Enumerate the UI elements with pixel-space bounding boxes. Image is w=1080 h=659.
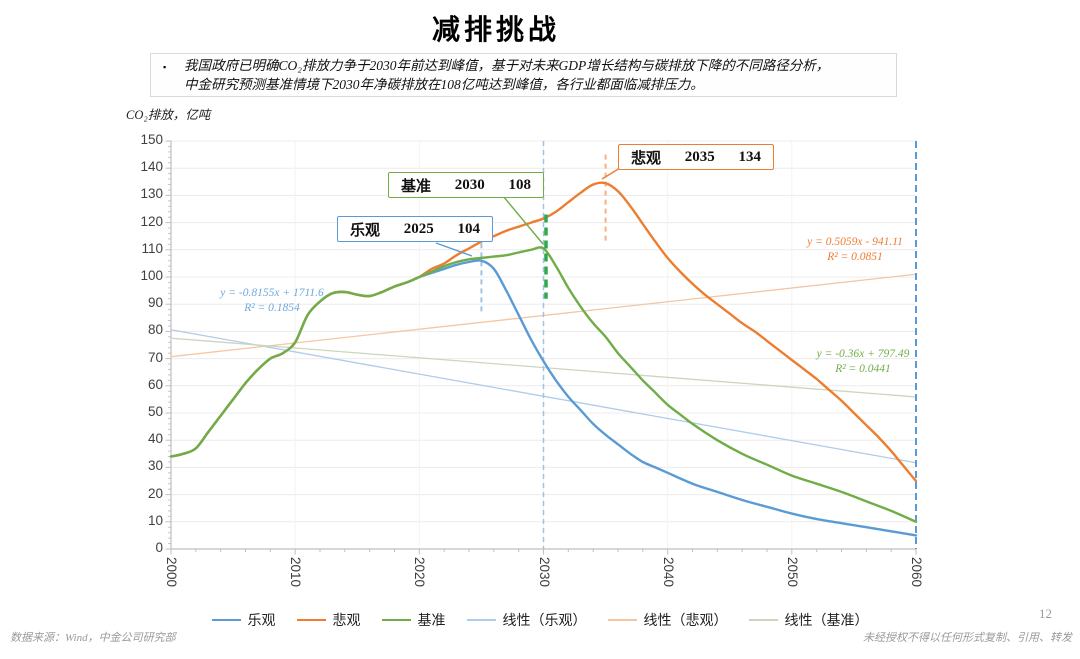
y-tick-label-10: 10: [147, 512, 163, 528]
pessimistic-peak-callout: 悲观 2035 134: [618, 144, 774, 170]
legend-line-swatch: [211, 619, 241, 621]
legend-line-swatch: [466, 619, 496, 621]
legend-label: 悲观: [332, 614, 361, 629]
emissions-line-chart: [165, 140, 918, 555]
optimistic-callout-leader: [435, 242, 473, 257]
legend-label: 乐观: [247, 614, 276, 629]
legend-line-swatch: [381, 619, 411, 621]
x-tick-label-2020: 2020: [412, 557, 428, 588]
x-tick-label-2030: 2030: [536, 557, 552, 588]
trend_baseline-r-squared: R² = 0.0441: [835, 363, 891, 375]
x-tick-label-2010: 2010: [288, 557, 304, 588]
optimistic-peak-value: 104: [457, 220, 480, 237]
summary-line-2: 中金研究预测基准情境下2030年净碳排放在108亿吨达到峰值，各行业都面临减排压…: [184, 76, 704, 92]
x-tick-label-2050: 2050: [784, 557, 800, 588]
baseline-peak-series: 基准: [401, 178, 432, 195]
legend-label: 线性（悲观）: [643, 614, 728, 629]
y-tick-label-60: 60: [147, 376, 163, 392]
trend_pessimistic-equation-label: y = 0.5059x - 941.11 R² = 0.0851: [755, 235, 955, 265]
summary-line-1: 我国政府已明确CO₂排放力争于2030年前达到峰值，基于对未来GDP增长结构与碳…: [184, 58, 830, 73]
y-tick-label-120: 120: [140, 213, 163, 229]
optimistic-peak-year: 2025: [403, 220, 434, 237]
legend-line-swatch: [607, 619, 637, 621]
legend-label: 线性（基准）: [784, 614, 869, 629]
legend-item-0: 乐观: [211, 610, 276, 630]
baseline-peak-value: 108: [508, 176, 531, 193]
y-tick-label-70: 70: [147, 349, 163, 365]
y-tick-label-30: 30: [147, 458, 163, 474]
legend-item-3: 线性（乐观）: [466, 610, 587, 630]
pessimistic-peak-year: 2035: [684, 148, 715, 165]
legend-item-1: 悲观: [296, 610, 361, 630]
trend_optimistic-equation: y = -0.8155x + 1711.6: [220, 287, 324, 299]
y-tick-label-140: 140: [140, 159, 163, 175]
summary-box: ▪ 我国政府已明确CO₂排放力争于2030年前达到峰值，基于对未来GDP增长结构…: [150, 53, 897, 97]
baseline-peak-year: 2030: [454, 176, 485, 193]
legend-line-swatch: [296, 619, 326, 621]
trend_optimistic-equation-label: y = -0.8155x + 1711.6 R² = 0.1854: [172, 286, 372, 316]
baseline-curve: [169, 246, 918, 523]
y-tick-label-20: 20: [147, 485, 163, 501]
page-title: 减排挑战: [431, 15, 560, 46]
y-tick-label-80: 80: [147, 322, 163, 338]
trend_pessimistic-equation: y = 0.5059x - 941.11: [807, 236, 903, 248]
y-tick-label-100: 100: [140, 268, 163, 283]
legend-item-5: 线性（基准）: [748, 610, 869, 630]
baseline-peak-callout: 基准 2030 108: [388, 172, 544, 198]
y-tick-label-40: 40: [147, 431, 163, 447]
optimistic-peak-callout: 乐观 2025 104: [337, 216, 493, 242]
legend-item-4: 线性（悲观）: [607, 610, 728, 630]
trend_baseline-equation-label: y = -0.36x + 797.49 R² = 0.0441: [763, 347, 963, 377]
legend-label: 基准: [417, 614, 446, 629]
y-tick-label-50: 50: [147, 404, 163, 419]
pessimistic-callout-leader: [601, 167, 621, 180]
y-tick-label-130: 130: [140, 186, 163, 202]
trend_baseline-equation: y = -0.36x + 797.49: [816, 348, 910, 360]
x-tick-label-2000: 2000: [164, 557, 179, 588]
y-axis-title: CO₂排放，亿吨: [126, 108, 211, 122]
trend_pessimistic-r-squared: R² = 0.0851: [827, 251, 883, 263]
page-number: 12: [1039, 606, 1052, 621]
bullet-marker: ▪: [163, 62, 167, 72]
pessimistic-peak-value: 134: [738, 148, 761, 165]
legend-line-swatch: [748, 619, 778, 621]
y-tick-label-0: 0: [155, 540, 163, 555]
baseline-callout-leader: [502, 195, 544, 245]
y-tick-label-110: 110: [141, 240, 163, 256]
x-tick-label-2060: 2060: [909, 557, 924, 588]
optimistic-peak-series: 乐观: [350, 222, 381, 239]
chart-legend: 乐观 悲观 基准 线性（乐观） 线性（悲观） 线性（基准）: [130, 610, 950, 630]
summary-text: 我国政府已明确CO₂排放力争于2030年前达到峰值，基于对未来GDP增长结构与碳…: [184, 57, 884, 94]
pessimistic-peak-series: 悲观: [631, 150, 662, 167]
trend_optimistic-r-squared: R² = 0.1854: [244, 302, 300, 314]
data-source-note: 数据来源：Wind，中金公司研究部: [10, 632, 176, 644]
y-tick-label-150: 150: [140, 132, 163, 147]
disclaimer-note: 未经授权不得以任何形式复制、引用、转发: [863, 632, 1072, 644]
legend-item-2: 基准: [381, 610, 446, 630]
x-tick-label-2040: 2040: [660, 557, 676, 588]
legend-label: 线性（乐观）: [502, 614, 587, 629]
y-tick-label-90: 90: [147, 295, 163, 311]
